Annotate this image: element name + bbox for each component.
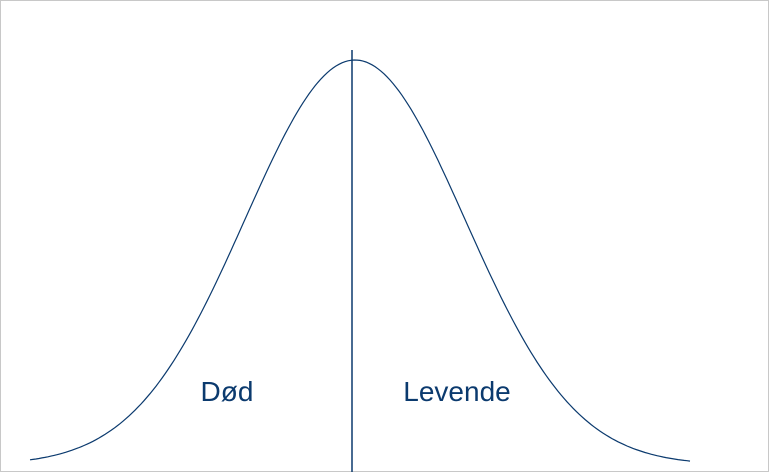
bell-curve (29, 59, 691, 462)
right-label: Levende (403, 376, 510, 407)
left-label: Død (201, 376, 254, 407)
